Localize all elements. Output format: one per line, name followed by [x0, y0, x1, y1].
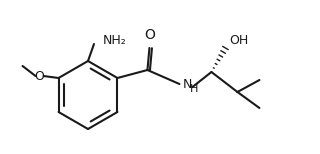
Text: OH: OH: [229, 34, 249, 47]
Text: O: O: [35, 69, 44, 83]
Text: NH₂: NH₂: [103, 34, 127, 47]
Text: N: N: [182, 79, 192, 91]
Text: O: O: [144, 28, 155, 42]
Text: H: H: [189, 84, 198, 94]
